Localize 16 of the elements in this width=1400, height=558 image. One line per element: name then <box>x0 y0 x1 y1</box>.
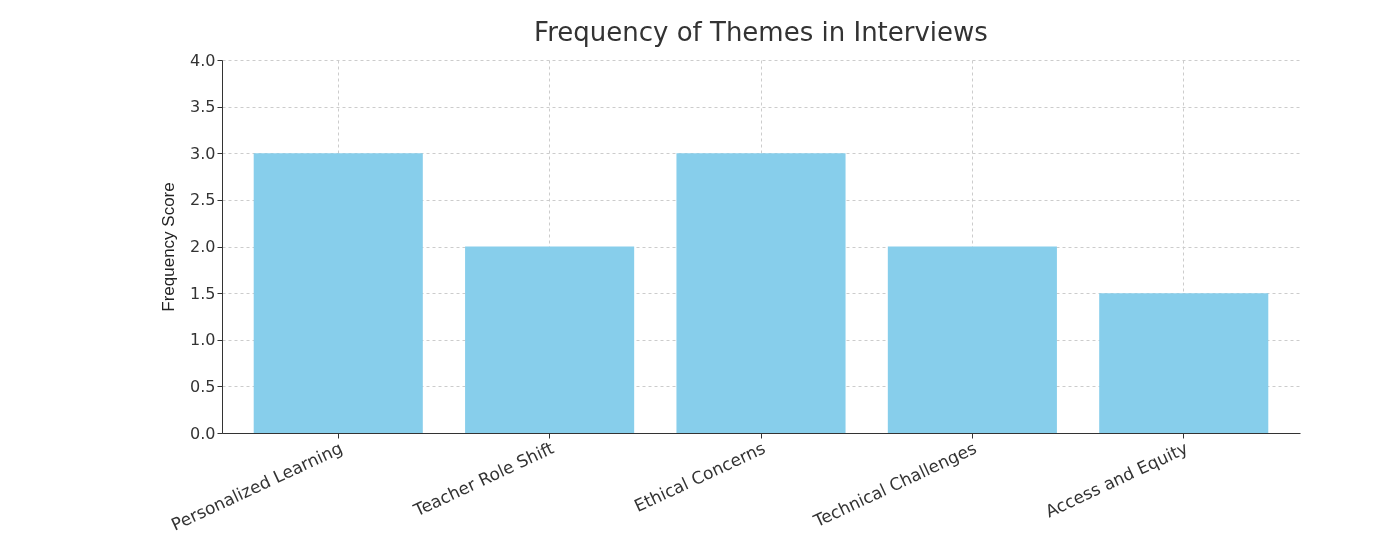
y-tick-label: 4.0 <box>190 50 216 70</box>
y-tick-label: 1.0 <box>190 330 216 350</box>
bar <box>465 246 635 433</box>
y-axis-title: Frequency Score <box>159 182 179 312</box>
bar <box>676 153 846 433</box>
y-tick-label: 2.0 <box>190 237 216 256</box>
y-tick-label: 1.5 <box>190 283 216 303</box>
y-tick-label: 0.0 <box>190 423 216 443</box>
chart-title: Frequency of Themes in Interviews <box>534 17 988 47</box>
y-tick-label: 3.0 <box>190 143 216 163</box>
bar <box>1099 293 1269 433</box>
bar <box>253 153 423 433</box>
y-tick-label: 0.5 <box>190 376 216 396</box>
bar <box>887 246 1057 433</box>
y-tick-label: 2.5 <box>190 190 216 210</box>
y-tick-label: 3.5 <box>190 97 216 117</box>
